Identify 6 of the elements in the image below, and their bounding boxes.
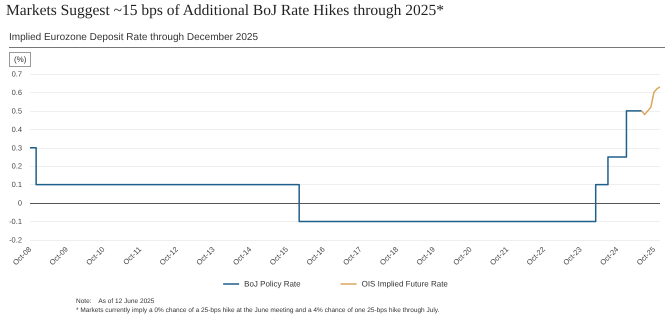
chart-subtitle: Implied Eurozone Deposit Rate through December 2025 [9, 32, 665, 48]
legend-label: OIS Implied Future Rate [362, 280, 448, 288]
legend-label: BoJ Policy Rate [244, 280, 302, 288]
y-axis-title: (%) [9, 52, 32, 67]
line-series [640, 86, 661, 116]
chart-title: Markets Suggest ~15 bps of Additional BoJ Rate Hikes through 2025* [6, 2, 444, 20]
